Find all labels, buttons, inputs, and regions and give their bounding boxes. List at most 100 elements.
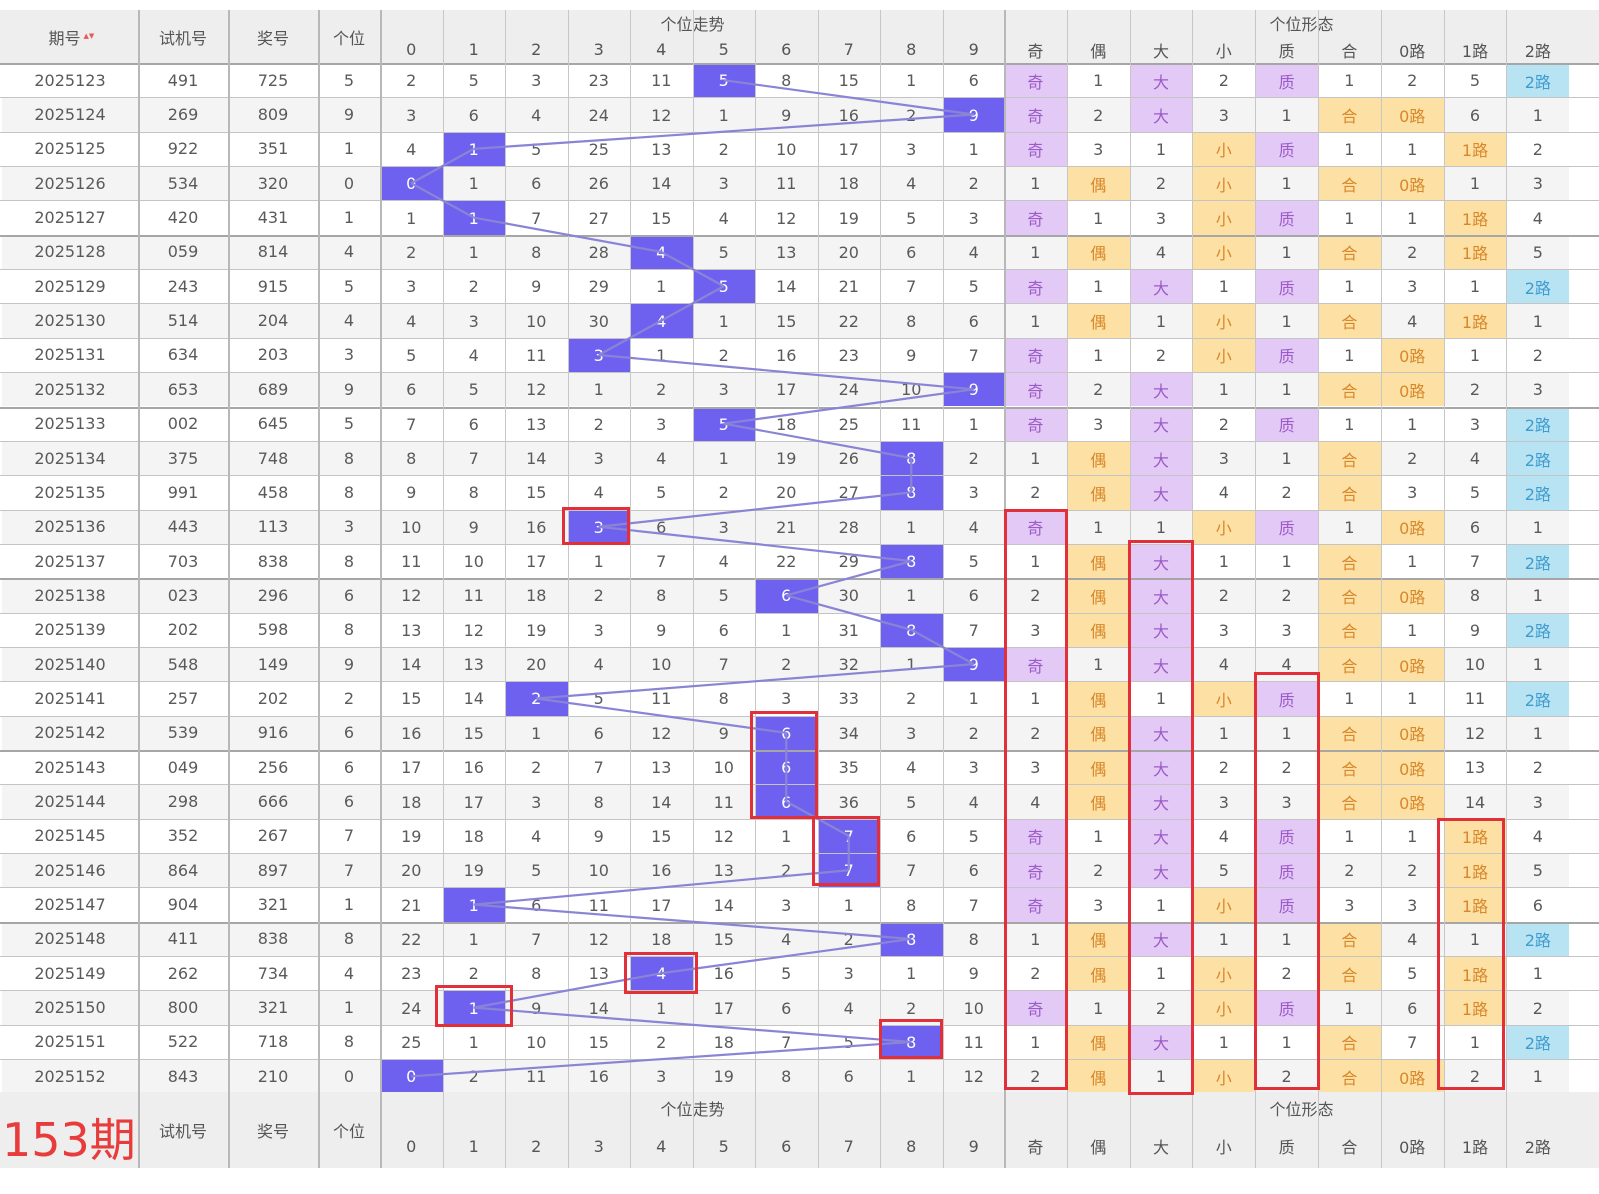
issue-cell: 2025140 bbox=[2, 646, 138, 682]
form-cell: 质 bbox=[1255, 888, 1318, 922]
form-cell: 大 bbox=[1129, 270, 1193, 304]
form-cell: 2 bbox=[1532, 139, 1543, 159]
trend-cell: 11 bbox=[901, 414, 922, 434]
trend-cell: 4 bbox=[880, 167, 943, 201]
form-cell: 0路 bbox=[1380, 510, 1444, 544]
trend-cell: 1 bbox=[468, 1032, 479, 1052]
prize-cell: 321 bbox=[257, 895, 289, 915]
header-form: 0路 bbox=[1380, 36, 1444, 63]
trend-cell: 9 bbox=[442, 510, 505, 544]
form-cell: 1 bbox=[1344, 277, 1355, 297]
trend-cell: 2 bbox=[755, 647, 818, 682]
trial-cell: 904 bbox=[167, 895, 199, 915]
unit-cell: 1 bbox=[343, 895, 355, 915]
footer-form: 1路 bbox=[1443, 1124, 1507, 1168]
form-cell: 1 bbox=[1407, 208, 1418, 228]
trend-cell: 1 bbox=[880, 579, 943, 613]
row-divider bbox=[0, 440, 1599, 442]
trend-cell: 8 bbox=[505, 235, 568, 270]
trend-cell: 3 bbox=[531, 71, 542, 91]
issue-cell: 2025137 bbox=[34, 551, 106, 571]
row-divider bbox=[0, 303, 1599, 305]
sort-icon[interactable]: ▲▼ bbox=[83, 32, 95, 40]
header-trend-group: 个位走势 bbox=[380, 10, 1005, 36]
form-cell: 2 bbox=[1281, 964, 1292, 984]
issue-cell: 2025152 bbox=[2, 1059, 138, 1094]
trend-hit-cell: 6 bbox=[755, 751, 818, 785]
form-cell: 奇 bbox=[1004, 888, 1067, 922]
footer-digit: 4 bbox=[630, 1124, 693, 1168]
form-cell: 3 bbox=[1344, 895, 1355, 915]
issue-cell: 2025148 bbox=[2, 921, 138, 957]
trend-cell: 3 bbox=[442, 304, 505, 338]
trend-hit-cell: 0 bbox=[380, 167, 443, 201]
trend-cell: 1 bbox=[968, 139, 979, 159]
form-cell: 2 bbox=[1407, 71, 1418, 91]
form-cell: 3 bbox=[1093, 895, 1104, 915]
form-cell: 3 bbox=[1506, 373, 1570, 407]
header-issue[interactable]: 期号 ▲▼ bbox=[2, 10, 138, 63]
trend-cell: 11 bbox=[505, 1060, 568, 1094]
trial-cell: 298 bbox=[138, 784, 228, 819]
footer-trial: 试机号 bbox=[138, 1092, 228, 1168]
trend-hit-cell: 9 bbox=[942, 373, 1005, 407]
footer-units: 个位 bbox=[318, 1092, 380, 1168]
trend-cell: 8 bbox=[906, 895, 917, 915]
form-cell: 合 bbox=[1318, 922, 1381, 957]
form-cell: 14 bbox=[1443, 785, 1507, 819]
header-trial: 试机号 bbox=[138, 10, 228, 63]
trend-cell: 16 bbox=[817, 98, 880, 132]
trend-cell: 2 bbox=[468, 964, 479, 984]
trend-cell: 5 bbox=[906, 208, 917, 228]
trend-cell: 21 bbox=[838, 277, 859, 297]
trend-cell: 4 bbox=[531, 826, 542, 846]
form-cell: 质 bbox=[1255, 407, 1318, 441]
trend-cell: 2 bbox=[942, 167, 1005, 201]
form-cell: 2路 bbox=[1506, 1025, 1570, 1060]
trend-cell: 7 bbox=[656, 552, 667, 572]
form-cell: 合 bbox=[1318, 785, 1381, 819]
trend-cell: 9 bbox=[505, 991, 568, 1025]
trend-cell: 24 bbox=[817, 373, 880, 407]
footer-form: 质 bbox=[1255, 1124, 1318, 1168]
form-cell: 1 bbox=[1129, 1060, 1193, 1094]
issue-cell: 2025151 bbox=[34, 1032, 106, 1052]
trend-hit-cell: 1 bbox=[442, 201, 505, 235]
trend-cell: 8 bbox=[531, 964, 542, 984]
trend-cell: 9 bbox=[593, 826, 604, 846]
trend-cell: 1 bbox=[442, 167, 505, 201]
trend-cell: 19 bbox=[838, 208, 859, 228]
form-cell: 大 bbox=[1129, 441, 1193, 476]
form-cell: 大 bbox=[1129, 64, 1193, 98]
form-cell: 5 bbox=[1469, 71, 1481, 91]
trend-cell: 16 bbox=[505, 510, 568, 544]
form-cell: 大 bbox=[1129, 922, 1193, 957]
row-divider bbox=[0, 921, 1599, 924]
prize-cell: 598 bbox=[257, 620, 289, 640]
row-divider bbox=[0, 1024, 1599, 1026]
trend-cell: 23 bbox=[401, 964, 422, 984]
trend-cell: 6 bbox=[630, 510, 693, 544]
form-cell: 2 bbox=[1066, 854, 1130, 888]
trend-cell: 19 bbox=[442, 854, 505, 888]
form-cell: 0路 bbox=[1380, 1060, 1444, 1094]
form-cell: 2 bbox=[1255, 579, 1318, 613]
trend-cell: 6 bbox=[505, 167, 568, 201]
form-cell: 合 bbox=[1318, 751, 1381, 785]
trend-hit-cell: 9 bbox=[942, 98, 1005, 132]
form-cell: 合 bbox=[1318, 1025, 1381, 1060]
trend-cell: 13 bbox=[692, 854, 755, 888]
row-divider bbox=[0, 97, 1599, 99]
form-cell: 2 bbox=[1318, 854, 1381, 888]
row-divider bbox=[0, 509, 1599, 511]
prize-cell: 321 bbox=[228, 990, 318, 1025]
trial-cell: 375 bbox=[138, 440, 228, 476]
form-cell: 合 bbox=[1318, 613, 1381, 647]
form-cell: 质 bbox=[1255, 132, 1318, 167]
form-cell: 1 bbox=[1030, 689, 1041, 709]
trend-hit-cell: 0 bbox=[380, 1060, 443, 1094]
trend-cell: 7 bbox=[442, 441, 505, 476]
trend-cell: 5 bbox=[843, 1032, 854, 1052]
footer-form: 0路 bbox=[1380, 1124, 1444, 1168]
form-cell: 大 bbox=[1129, 544, 1193, 579]
